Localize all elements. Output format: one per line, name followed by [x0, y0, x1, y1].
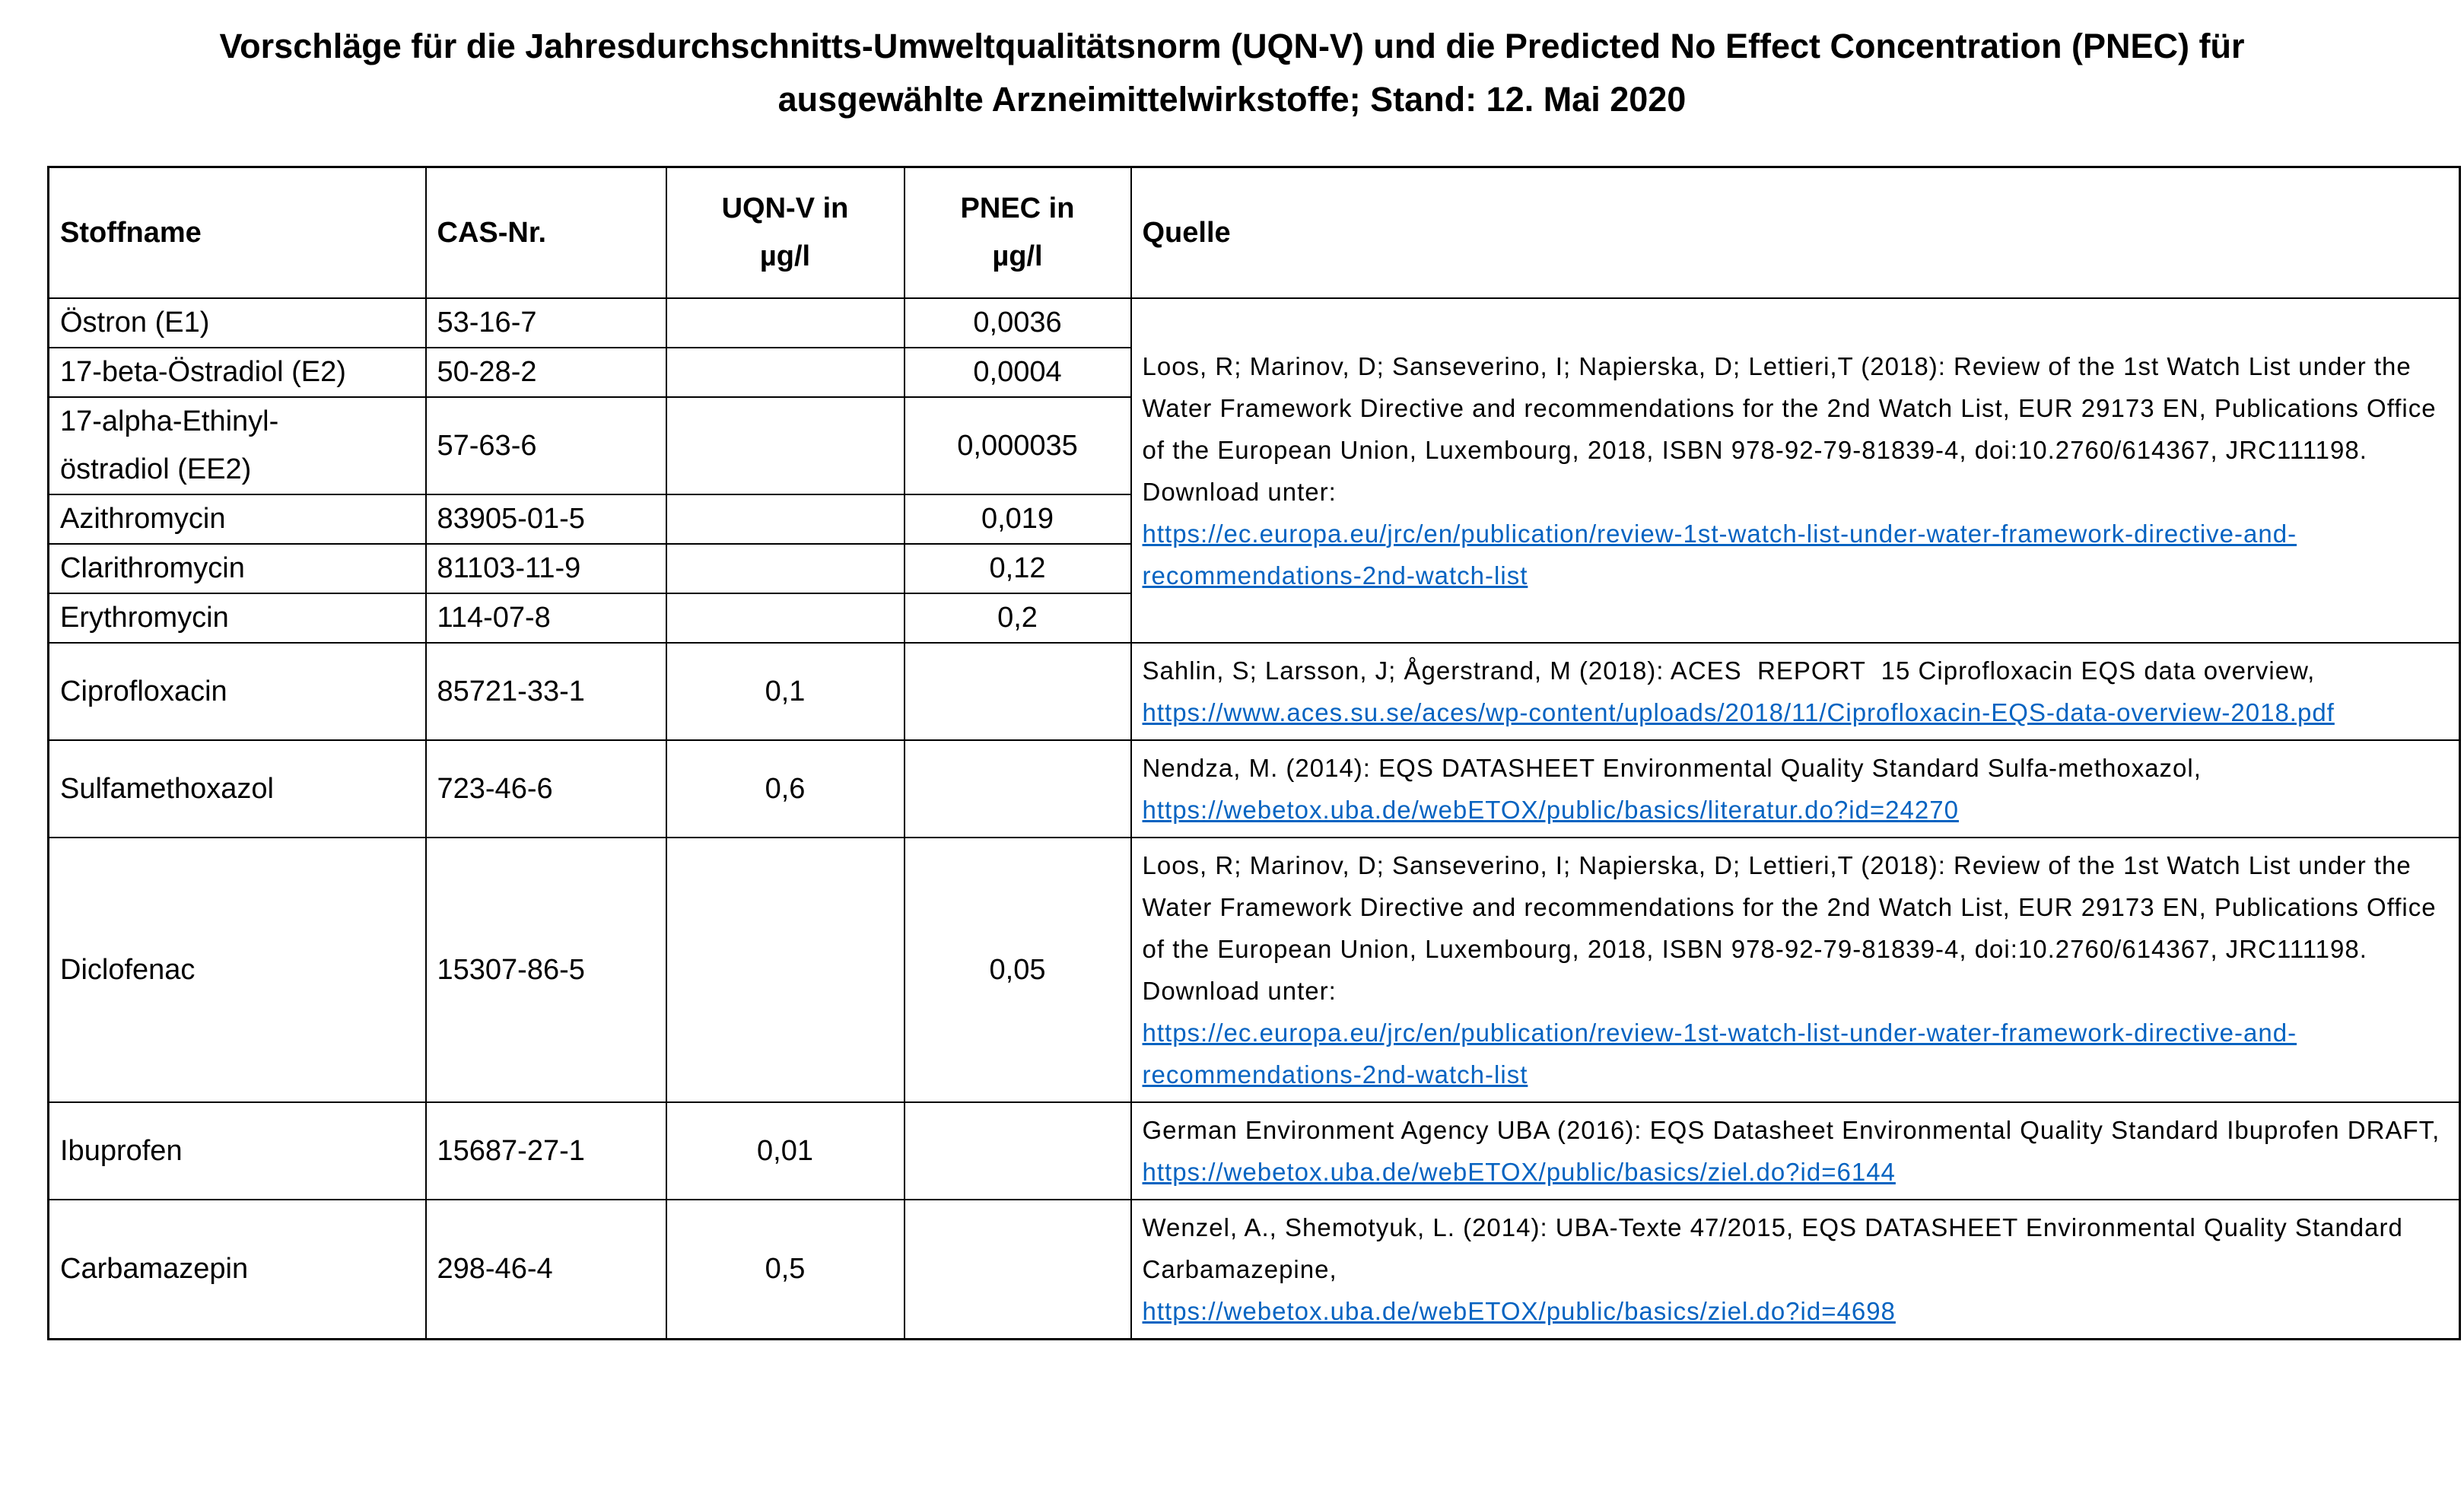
cell-uqn-v: 0,6 [665, 739, 905, 838]
document-page: Vorschläge für die Jahresdurchschnitts-U… [0, 20, 2464, 1494]
source-text: Nendza, M. (2014): EQS DATASHEET Environ… [1142, 754, 2210, 782]
cell-stoffname: 17-alpha-Ethinyl- östradiol (EE2) [47, 396, 427, 495]
source-link[interactable]: https://ec.europa.eu/jrc/en/publication/… [1142, 519, 2297, 590]
cell-quelle: German Environment Agency UBA (2016): EQ… [1130, 1101, 2461, 1200]
table-row: Ibuprofen 15687-27-1 0,01 German Environmen… [47, 1101, 2461, 1200]
cell-cas-nr: 15687-27-1 [424, 1101, 667, 1200]
table-row: Östron (E1) 53-16-7 0,0036 Loos, R; Marinov… [47, 297, 2461, 644]
cell-stoffname: Sulfamethoxazol [47, 739, 427, 838]
cell-quelle: Nendza, M. (2014): EQS DATASHEET Environ… [1130, 739, 2461, 838]
cell-stoffname: Erythromycin [47, 593, 427, 644]
cell-stoffname: 17-beta-Östradiol (E2) [47, 347, 427, 398]
table-row: Ciprofloxacin 85721-33-1 0,1 Sahlin, S; Lar… [47, 642, 2461, 741]
cell-cas-nr: 15307-86-5 [424, 837, 667, 1103]
cell-cas-nr: 298-46-4 [424, 1199, 667, 1340]
source-text: Sahlin, S; Larsson, J; Ågerstrand, M (20… [1142, 656, 2323, 685]
header-uqn-v: UQN-V in µg/l [665, 166, 905, 299]
cell-pnec [903, 1199, 1132, 1340]
cell-uqn-v: 0,5 [665, 1199, 905, 1340]
cell-quelle: Loos, R; Marinov, D; Sanseverino, I; Nap… [1130, 297, 2461, 644]
table-row: Diclofenac 15307-86-5 0,05 Loos, R; Marinov… [47, 837, 2461, 1103]
table-body: Östron (E1) 53-16-7 0,0036 Loos, R; Marinov… [47, 297, 2461, 1340]
table-row: Carbamazepin 298-46-4 0,5 Wenzel, A., Shemo… [47, 1199, 2461, 1340]
source-text: German Environment Agency UBA (2016): EQ… [1142, 1116, 2448, 1144]
cell-cas-nr: 114-07-8 [424, 593, 667, 644]
table-row: Sulfamethoxazol 723-46-6 0,6 Nendza, M. (20… [47, 739, 2461, 838]
cell-uqn-v [665, 494, 905, 545]
source-link[interactable]: https://ec.europa.eu/jrc/en/publication/… [1142, 1019, 2297, 1089]
source-text: Loos, R; Marinov, D; Sanseverino, I; Nap… [1142, 851, 2437, 1005]
cell-pnec: 0,05 [903, 837, 1132, 1103]
table-header: Stoffname CAS-Nr. UQN-V in µg/l PNEC in … [47, 166, 2461, 299]
cell-uqn-v [665, 593, 905, 644]
cell-pnec [903, 1101, 1132, 1200]
cell-pnec: 0,0004 [903, 347, 1132, 398]
cell-uqn-v [665, 837, 905, 1103]
cell-cas-nr: 723-46-6 [424, 739, 667, 838]
header-stoffname: Stoffname [47, 166, 427, 299]
cell-cas-nr: 83905-01-5 [424, 494, 667, 545]
cell-pnec: 0,019 [903, 494, 1132, 545]
source-link[interactable]: https://webetox.uba.de/webETOX/public/ba… [1142, 1158, 1896, 1186]
table-row: Azithromycin 83905-01-5 0,019 [47, 494, 2460, 545]
cell-stoffname: Carbamazepin [47, 1199, 427, 1340]
cell-uqn-v [665, 396, 905, 495]
cell-cas-nr: 81103-11-9 [424, 543, 667, 594]
cell-quelle: Sahlin, S; Larsson, J; Ågerstrand, M (20… [1130, 642, 2461, 741]
cell-stoffname: Ciprofloxacin [47, 642, 427, 741]
table-row: 17-alpha-Ethinyl- östradiol (EE2) 57-63-6… [47, 396, 2460, 495]
cell-cas-nr: 85721-33-1 [424, 642, 667, 741]
source-link[interactable]: https://webetox.uba.de/webETOX/public/ba… [1142, 1297, 1896, 1325]
header-cas-nr: CAS-Nr. [424, 166, 667, 299]
cell-uqn-v: 0,1 [665, 642, 905, 741]
table-row: Clarithromycin 81103-11-9 0,12 [47, 543, 2460, 594]
cell-pnec: 0,0036 [903, 297, 1132, 348]
source-text: Loos, R; Marinov, D; Sanseverino, I; Nap… [1142, 351, 2437, 506]
page-title: Vorschläge für die Jahresdurchschnitts-U… [219, 27, 2245, 119]
header-row: Stoffname CAS-Nr. UQN-V in µg/l PNEC in … [47, 166, 2461, 299]
cell-quelle: Wenzel, A., Shemotyuk, L. (2014): UBA-Te… [1130, 1199, 2461, 1340]
cell-stoffname: Östron (E1) [47, 297, 427, 348]
cell-uqn-v [665, 297, 905, 348]
substances-table: Stoffname CAS-Nr. UQN-V in µg/l PNEC in … [47, 166, 2461, 1340]
cell-pnec: 0,12 [903, 543, 1132, 594]
cell-stoffname: Diclofenac [47, 837, 427, 1103]
cell-cas-nr: 53-16-7 [424, 297, 667, 348]
header-quelle: Quelle [1130, 166, 2461, 299]
source-link[interactable]: https://www.aces.su.se/aces/wp-content/u… [1142, 698, 2335, 726]
cell-cas-nr: 57-63-6 [424, 396, 667, 495]
cell-stoffname: Azithromycin [47, 494, 427, 545]
table-row: 17-beta-Östradiol (E2) 50-28-2 0,0004 [47, 347, 2460, 398]
cell-uqn-v: 0,01 [665, 1101, 905, 1200]
cell-pnec [903, 642, 1132, 741]
table-row: Erythromycin 114-07-8 0,2 [47, 593, 2460, 644]
source-text: Wenzel, A., Shemotyuk, L. (2014): UBA-Te… [1142, 1213, 2403, 1283]
cell-pnec: 0,2 [903, 593, 1132, 644]
cell-uqn-v [665, 543, 905, 594]
header-pnec: PNEC in µg/l [903, 166, 1132, 299]
cell-quelle: Loos, R; Marinov, D; Sanseverino, I; Nap… [1130, 837, 2461, 1103]
cell-pnec [903, 739, 1132, 838]
cell-stoffname: Clarithromycin [47, 543, 427, 594]
cell-pnec: 0,000035 [903, 396, 1132, 495]
cell-uqn-v [665, 347, 905, 398]
cell-stoffname: Ibuprofen [47, 1101, 427, 1200]
source-link[interactable]: https://webetox.uba.de/webETOX/public/ba… [1142, 796, 1959, 824]
cell-cas-nr: 50-28-2 [424, 347, 667, 398]
